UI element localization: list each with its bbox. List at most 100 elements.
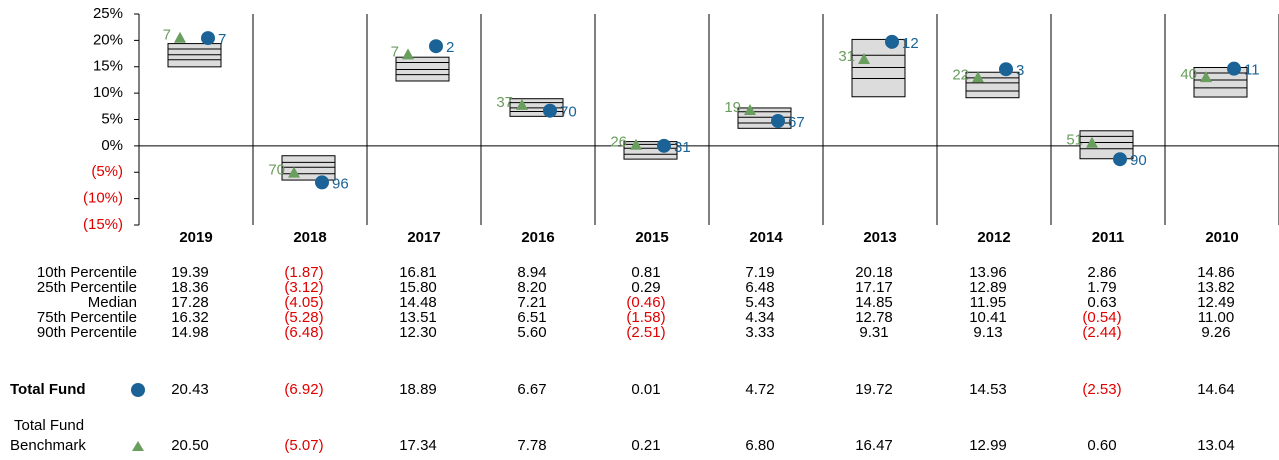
- table-value: 2.86: [1087, 264, 1116, 281]
- benchmark-marker: [1086, 136, 1098, 148]
- x-tick-label: 2019: [179, 229, 212, 246]
- table-value: (5.07): [284, 437, 323, 454]
- table-value: (1.87): [284, 264, 323, 281]
- table-value: 9.31: [859, 324, 888, 341]
- table-value: 1.79: [1087, 279, 1116, 296]
- benchmark-rank: 22: [952, 66, 969, 83]
- table-value: 14.53: [969, 381, 1007, 398]
- fund-rank: 7: [218, 31, 226, 48]
- row-label: Median: [88, 294, 137, 311]
- x-tick-label: 2011: [1092, 229, 1125, 246]
- y-tick-label: 25%: [93, 5, 123, 22]
- table-value: 14.48: [399, 294, 437, 311]
- fund-marker: [429, 39, 443, 54]
- x-tick-label: 2013: [863, 229, 896, 246]
- x-tick-label: 2016: [521, 229, 554, 246]
- table-value: 14.64: [1197, 381, 1235, 398]
- table-value: 8.20: [517, 279, 546, 296]
- table-value: 16.47: [855, 437, 893, 454]
- y-tick-label: 20%: [93, 31, 123, 48]
- benchmark-marker: [744, 104, 756, 116]
- table-value: 11.00: [1198, 309, 1234, 326]
- table-value: 0.81: [631, 264, 660, 281]
- table-value: 12.30: [399, 324, 437, 341]
- table-value: 3.33: [745, 324, 774, 341]
- x-tick-label: 2015: [635, 229, 668, 246]
- table-value: 8.94: [517, 264, 546, 281]
- benchmark-label: Benchmark: [10, 437, 86, 454]
- table-value: 20.50: [171, 437, 209, 454]
- benchmark-rank: 37: [496, 94, 513, 111]
- row-label: 10th Percentile: [37, 264, 137, 281]
- fund-legend: [131, 383, 145, 397]
- benchmark-rank: 31: [838, 48, 855, 65]
- fund-rank: 2: [446, 39, 454, 56]
- fund-marker: [771, 113, 785, 128]
- table-value: 13.96: [969, 264, 1007, 281]
- benchmark-label: Total Fund: [14, 417, 84, 434]
- table-value: 20.18: [855, 264, 893, 281]
- benchmark-rank: 51: [1066, 132, 1083, 149]
- table-value: 16.81: [399, 264, 437, 281]
- y-tick-label: (10%): [83, 190, 123, 207]
- table-value: 7.21: [517, 294, 546, 311]
- table-value: 9.26: [1201, 324, 1230, 341]
- table-value: (4.05): [284, 294, 323, 311]
- table-value: (6.48): [284, 324, 323, 341]
- y-tick-label: 5%: [101, 110, 123, 127]
- table-value: 6.67: [517, 381, 546, 398]
- x-tick-label: 2014: [749, 229, 783, 246]
- table-value: 9.13: [973, 324, 1002, 341]
- benchmark-marker: [288, 166, 300, 178]
- table-value: (2.44): [1082, 324, 1121, 341]
- table-value: 6.51: [517, 309, 546, 326]
- benchmark-marker: [174, 31, 186, 43]
- table-value: 14.85: [855, 294, 893, 311]
- table-value: 7.19: [745, 264, 774, 281]
- table-value: (0.54): [1082, 309, 1121, 326]
- row-label: 25th Percentile: [37, 279, 137, 296]
- benchmark-rank: 70: [268, 162, 285, 179]
- row-label: 75th Percentile: [37, 309, 137, 326]
- table-value: 14.98: [171, 324, 209, 341]
- benchmark-rank: 7: [163, 27, 171, 44]
- fund-rank: 67: [788, 114, 805, 131]
- table-value: 11.95: [970, 294, 1006, 311]
- table-value: 20.43: [171, 381, 209, 398]
- box: [851, 38, 906, 98]
- table-value: (0.46): [626, 294, 665, 311]
- table-value: 13.82: [1197, 279, 1235, 296]
- x-tick-label: 2018: [293, 229, 326, 246]
- fund-marker: [657, 138, 671, 153]
- x-tick-label: 2012: [977, 229, 1010, 246]
- table-value: 6.80: [745, 437, 774, 454]
- benchmark-rank: 40: [1180, 66, 1197, 83]
- box: [167, 43, 222, 68]
- table-value: 16.32: [171, 309, 209, 326]
- table-value: (3.12): [284, 279, 323, 296]
- fund-marker: [1113, 152, 1127, 167]
- y-tick-label: (5%): [91, 163, 123, 180]
- benchmark-marker: [402, 48, 414, 60]
- table-value: 17.34: [399, 437, 437, 454]
- table-value: 17.28: [171, 294, 209, 311]
- benchmark-marker: [1200, 71, 1212, 83]
- table-value: 10.41: [969, 309, 1007, 326]
- fund-label: Total Fund: [10, 381, 86, 398]
- benchmark-rank: 26: [610, 134, 627, 151]
- benchmark-marker: [630, 138, 642, 150]
- benchmark-rank: 7: [391, 43, 399, 60]
- table-value: 17.17: [855, 279, 893, 296]
- fund-rank: 3: [1016, 62, 1024, 79]
- fund-marker: [315, 175, 329, 190]
- benchmark-legend: [132, 441, 144, 451]
- table-value: 0.29: [631, 279, 660, 296]
- table-value: 7.78: [517, 437, 546, 454]
- fund-rank: 11: [1244, 62, 1260, 79]
- row-label: 90th Percentile: [37, 324, 137, 341]
- y-tick-label: 10%: [93, 84, 123, 101]
- table-value: 15.80: [399, 279, 437, 296]
- fund-rank: 70: [560, 104, 577, 121]
- table-value: 12.49: [1197, 294, 1235, 311]
